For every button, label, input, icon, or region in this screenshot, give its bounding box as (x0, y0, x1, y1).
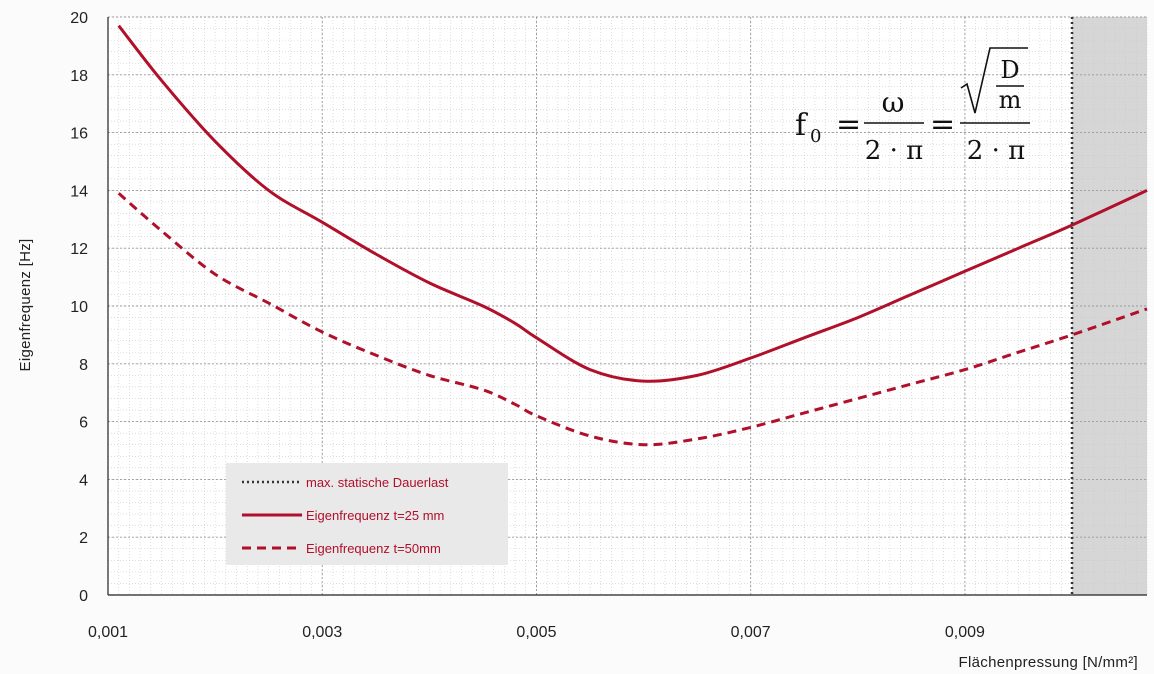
x-tick-label: 0,009 (945, 624, 985, 641)
formula-sqrt-top: D (1000, 56, 1019, 84)
x-tick-label: 0,003 (302, 624, 342, 641)
formula-lhs: f (795, 108, 808, 143)
y-tick-label: 2 (79, 530, 88, 547)
y-axis-title: Eigenfrequenz [Hz] (17, 239, 34, 372)
formula-frac1-denominator: 2 · π (865, 136, 923, 166)
series-line-t25 (117, 24, 1148, 383)
formula: f 0 = ω 2 · π = D m 2 · π (795, 47, 1030, 166)
legend: max. statische Dauerlast Eigenfrequenz t… (226, 463, 508, 565)
y-tick-label: 18 (70, 68, 88, 85)
y-tick-label: 8 (79, 357, 88, 374)
formula-frac2-denominator: 2 · π (967, 136, 1025, 166)
y-tick-label: 6 (79, 415, 88, 432)
formula-lhs-subscript: 0 (810, 126, 821, 147)
formula-equals-1: = (836, 107, 861, 142)
y-tick-label: 0 (79, 588, 88, 605)
axes (107, 17, 1147, 596)
x-tick-label: 0,005 (516, 624, 556, 641)
tick-labels: 0 2 4 6 8 10 12 14 16 18 20 0,001 0,003 0,005 0,007 0,0… (70, 10, 985, 641)
legend-label-max-load: max. statische Dauerlast (306, 475, 449, 490)
y-tick-label: 16 (70, 126, 88, 143)
y-tick-label: 14 (70, 183, 88, 200)
x-tick-label: 0,001 (88, 624, 128, 641)
formula-equals-2: = (930, 107, 955, 142)
formula-sqrt-bottom: m (999, 86, 1022, 114)
formula-frac1-numerator: ω (882, 86, 905, 119)
y-tick-label: 4 (79, 472, 88, 489)
y-tick-label: 12 (70, 241, 88, 258)
formula-sqrt-sign (960, 47, 1028, 114)
y-tick-label: 20 (70, 10, 88, 27)
legend-label-t50: Eigenfrequenz t=50mm (306, 541, 441, 556)
legend-label-t25: Eigenfrequenz t=25 mm (306, 508, 444, 523)
series-line-t50 (117, 192, 1148, 447)
x-axis-title: Flächenpressung [N/mm²] (959, 654, 1138, 671)
y-tick-label: 10 (70, 299, 88, 316)
series-lines (117, 24, 1148, 447)
x-tick-label: 0,007 (731, 624, 771, 641)
